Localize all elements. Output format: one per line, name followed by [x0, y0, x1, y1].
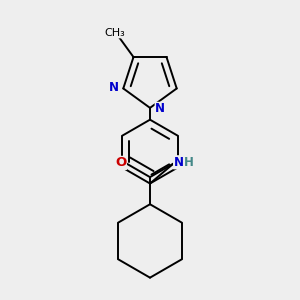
Text: N: N: [174, 156, 184, 169]
Text: CH₃: CH₃: [104, 28, 125, 38]
Text: O: O: [115, 156, 126, 170]
Text: H: H: [184, 156, 194, 169]
Text: N: N: [109, 81, 119, 94]
Text: N: N: [155, 102, 165, 115]
